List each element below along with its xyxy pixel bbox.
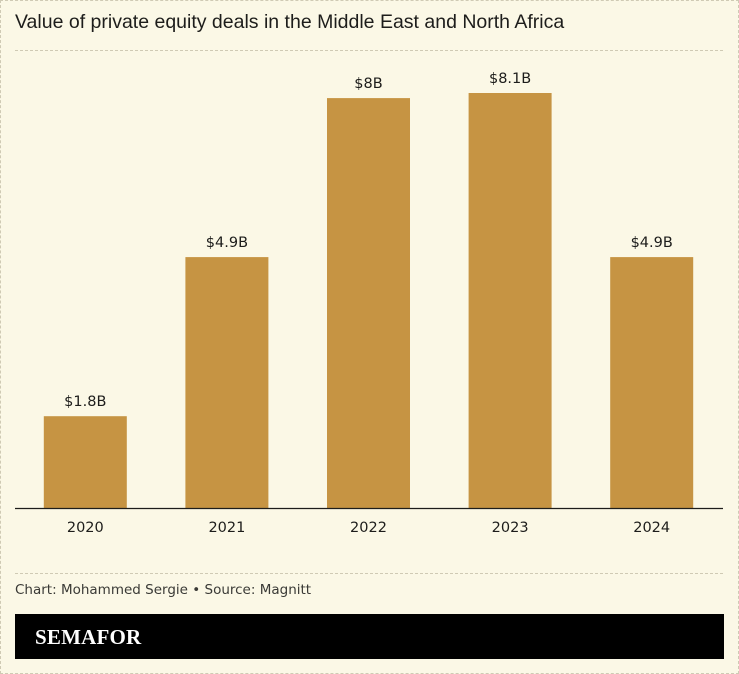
x-tick-label-2023: 2023	[492, 520, 529, 536]
title-divider	[15, 50, 723, 51]
bar-2020	[43, 416, 127, 509]
data-label-2020: $1.8B	[64, 394, 106, 410]
x-tick-label-2020: 2020	[67, 520, 104, 536]
chart-credit: Chart: Mohammed Sergie • Source: Magnitt	[15, 582, 312, 598]
bar-2023	[468, 93, 552, 509]
x-tick-label-2022: 2022	[350, 520, 387, 536]
data-label-2022: $8B	[354, 76, 382, 92]
data-label-2023: $8.1B	[489, 71, 531, 87]
bar-chart: $1.8B 2020 $4.9B 2021 $8B 2022 $8.1B 2023 $4.9B 2…	[15, 71, 723, 536]
semafor-logo: SEMAFOR	[35, 625, 142, 649]
data-label-2021: $4.9B	[206, 235, 248, 251]
bar-2024	[610, 257, 694, 509]
bar-2021	[185, 257, 269, 509]
chart-title: Value of private equity deals in the Mid…	[15, 11, 565, 33]
x-tick-label-2021: 2021	[208, 520, 245, 536]
brand-bar: SEMAFOR	[15, 614, 724, 659]
x-tick-label-2024: 2024	[633, 520, 670, 536]
bar-2022	[327, 98, 410, 509]
data-label-2024: $4.9B	[631, 235, 673, 251]
footer-divider	[15, 573, 723, 574]
